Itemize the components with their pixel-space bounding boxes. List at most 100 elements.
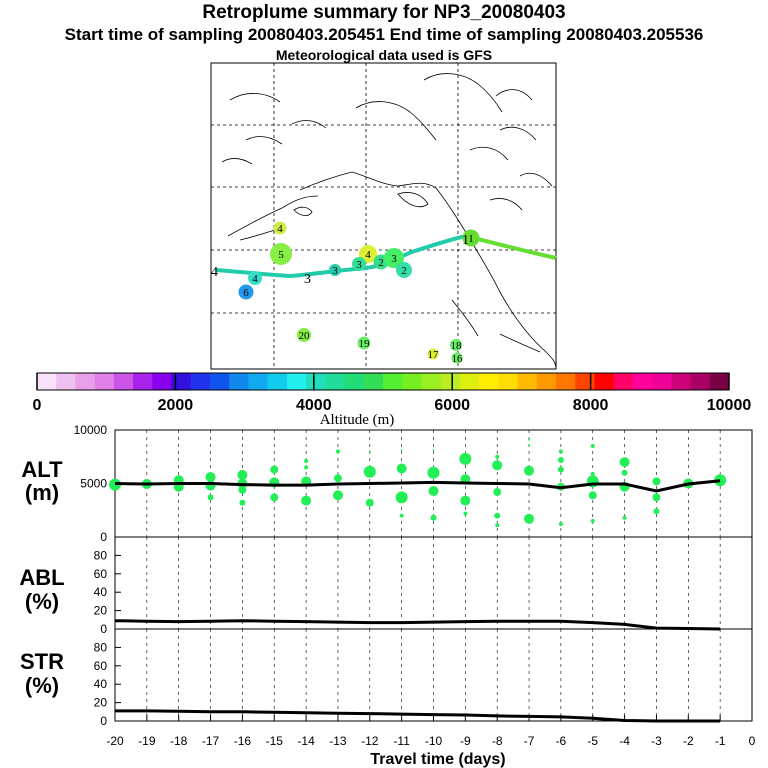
time-series-panels: 10000 5000 0 80 60 40 20 0 80 60 40 20 0 ALT (m) A… [19, 423, 755, 768]
y-tick-label: 5000 [80, 477, 107, 491]
y-tick-label: 60 [94, 659, 108, 673]
alt-point [653, 508, 660, 515]
plume-marker-label: 3 [332, 265, 338, 277]
y-tick-label: 0 [100, 530, 107, 544]
sampling-times: Start time of sampling 20080403.205451 E… [64, 25, 704, 44]
alt-point [365, 498, 374, 507]
plume-marker [329, 264, 341, 276]
alt-point [652, 493, 661, 502]
alt-point [304, 459, 309, 464]
alt-point [205, 472, 216, 483]
alt-point [207, 494, 214, 501]
alt-point [621, 469, 628, 476]
alt-point [332, 490, 343, 501]
x-tick-label: -13 [329, 734, 347, 748]
colorbar-cell [210, 373, 230, 390]
plume-marker [273, 221, 287, 235]
plume-marker-label: 4 [365, 249, 371, 261]
colorbar-cell [479, 373, 499, 390]
alt-point [495, 523, 500, 528]
alt-ylabel-unit: (m) [25, 480, 59, 505]
plume-marker-label: 4 [252, 273, 258, 285]
colorbar-ticks: 0 2000 4000 6000 8000 10000 [33, 373, 751, 414]
plume-marker-label: 18 [451, 340, 463, 352]
abl-ylabel: ABL [19, 565, 64, 590]
x-tick-label: -6 [556, 734, 567, 748]
x-tick-label: -14 [297, 734, 315, 748]
colorbar-cell [248, 373, 269, 390]
alt-point [238, 485, 247, 494]
colorbar-cells [37, 373, 730, 390]
colorbar-cell [56, 373, 76, 390]
plume-marker-label: 1 [468, 233, 474, 245]
alt-point [335, 449, 340, 454]
colorbar-cell [229, 373, 249, 390]
colorbar-tick-label: 8000 [573, 397, 609, 414]
plume-marker [352, 257, 366, 271]
colorbar-cell [363, 373, 384, 390]
abl-ylabel-unit: (%) [25, 589, 59, 614]
colorbar-cell [402, 373, 422, 390]
alt-point [270, 465, 279, 474]
plume-marker-label: 6 [243, 287, 249, 299]
colorbar-cell [152, 373, 173, 390]
colorbar-cell [286, 373, 307, 390]
x-tick-label: -19 [138, 734, 156, 748]
str-line [115, 709, 721, 723]
altitude-colorbar: 0 2000 4000 6000 8000 10000 Altitude (m) [33, 372, 751, 428]
alt-point [395, 491, 408, 504]
colorbar-cell [652, 373, 672, 390]
alt-point [557, 466, 564, 473]
colorbar-cell [113, 373, 134, 390]
coastlines [221, 73, 557, 370]
y-tick-label: 80 [94, 640, 108, 654]
plume-marker-label: 3 [391, 253, 397, 265]
colorbar-cell [267, 373, 288, 390]
alt-point [590, 444, 595, 449]
alt-point [430, 514, 437, 521]
alt-point [396, 463, 407, 474]
alt-point [333, 474, 342, 483]
str-ylabel: STR [20, 649, 64, 674]
colorbar-cell [383, 373, 403, 390]
track-label: 4 [211, 265, 218, 280]
track-label: 1 [462, 233, 469, 248]
colorbar-cell [671, 373, 692, 390]
alt-point [399, 513, 404, 518]
plume-marker-label: 2 [401, 265, 407, 277]
colorbar-tick-label: 2000 [158, 397, 194, 414]
colorbar-cell [613, 373, 634, 390]
alt-point [459, 452, 472, 465]
x-tick-label: -15 [266, 734, 284, 748]
colorbar-cell [306, 373, 326, 390]
alt-point [524, 465, 535, 476]
x-tick-label: -7 [524, 734, 535, 748]
colorbar-cell [498, 373, 519, 390]
x-axis: -20 -19 -18 -17 -16 -15 -14 -13 -12 -11 -10 -9 -8 -7-… [106, 715, 756, 748]
colorbar-cell [344, 373, 365, 390]
alt-point [270, 493, 279, 502]
alt-point [619, 457, 630, 468]
x-tick-label: 0 [749, 734, 756, 748]
alt-point [237, 469, 248, 480]
colorbar-cell [632, 373, 653, 390]
colorbar-cell [594, 373, 615, 390]
chart-title: Retroplume summary for NP3_20080403 [202, 2, 566, 23]
alt-point [494, 512, 501, 519]
alt-point [558, 522, 563, 527]
y-tick-label: 10000 [74, 423, 108, 437]
alt-median-line [114, 479, 721, 493]
alt-ylabel: ALT [21, 457, 63, 482]
alt-point [528, 438, 531, 441]
colorbar-cell [556, 373, 576, 390]
alt-point [432, 449, 435, 452]
colorbar-cell [517, 373, 538, 390]
y-tick-label: 80 [94, 548, 108, 562]
plume-marker [297, 328, 311, 342]
alt-point [363, 465, 376, 478]
colorbar-cell [709, 373, 730, 390]
x-tick-label: -5 [587, 734, 598, 748]
x-tick-label: -1 [715, 734, 726, 748]
colorbar-cell [421, 373, 442, 390]
plume-marker [238, 284, 254, 300]
